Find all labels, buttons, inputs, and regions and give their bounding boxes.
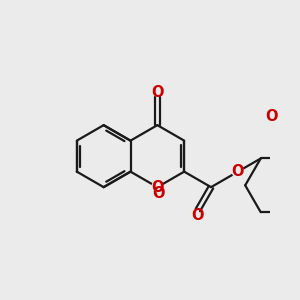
Text: O: O [153,187,165,202]
Circle shape [232,166,244,177]
Text: O: O [151,180,164,195]
Text: O: O [192,208,204,223]
Text: O: O [266,109,278,124]
Text: O: O [151,85,164,100]
Circle shape [152,182,163,193]
Text: O: O [232,164,244,179]
